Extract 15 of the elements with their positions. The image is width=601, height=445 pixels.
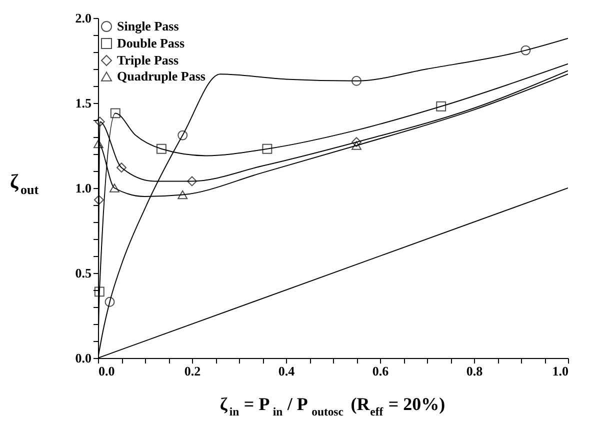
x-tick-label: 0.0 [98, 364, 115, 378]
x-tick-label: 0.4 [278, 364, 296, 378]
x-tick-label: 0.6 [372, 364, 390, 378]
x-tick-label: 0.2 [184, 364, 201, 378]
x-tick-label: 0.8 [466, 364, 484, 378]
legend-label: Single Pass [117, 18, 179, 34]
y-tick-label: 2.0 [75, 10, 92, 26]
legend-label: Triple Pass [117, 52, 179, 68]
x-tick-label: 1.0 [552, 364, 568, 378]
y-tick-label: 1.0 [75, 180, 92, 196]
y-tick-label: 0.5 [75, 266, 92, 280]
y-tick-label: 0.0 [75, 350, 92, 366]
legend-label: Double Pass [117, 36, 185, 50]
y-tick-label: 1.5 [75, 96, 92, 110]
legend-label: Quadruple Pass [117, 68, 206, 84]
